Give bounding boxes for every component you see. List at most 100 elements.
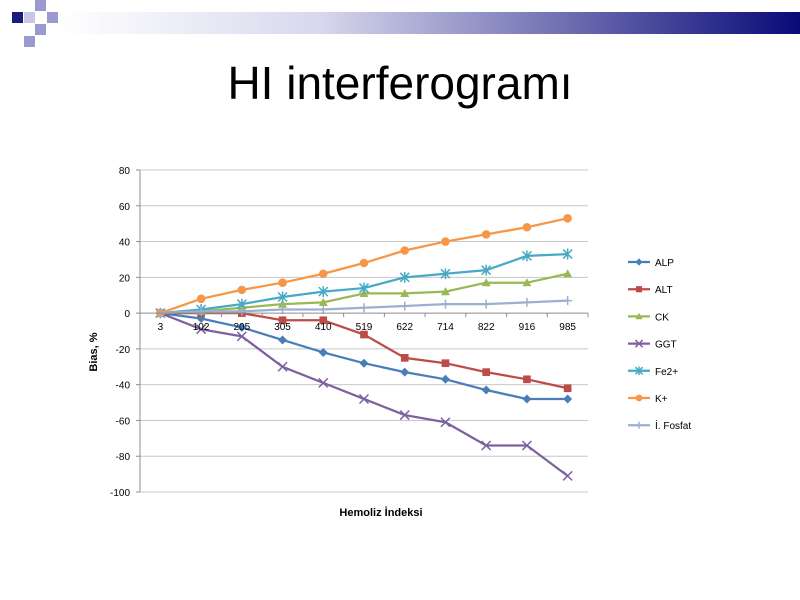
- data-point: [358, 282, 370, 294]
- banner-square-4: [35, 24, 46, 35]
- y-tick-label: 20: [119, 273, 131, 284]
- data-point: [399, 410, 410, 421]
- y-tick-label: 80: [119, 166, 131, 177]
- banner-square-3: [47, 12, 58, 23]
- x-tick-label: 305: [274, 322, 291, 333]
- slide-title: HI interferogramı: [227, 57, 573, 109]
- data-point: [400, 301, 410, 311]
- legend-label: ALP: [655, 258, 674, 269]
- data-point: [635, 312, 643, 320]
- chart-axes: [136, 169, 589, 493]
- banner-square-5: [24, 36, 35, 47]
- data-point: [278, 299, 288, 308]
- data-point: [563, 296, 573, 306]
- data-point: [634, 339, 644, 348]
- data-point: [236, 331, 247, 342]
- data-point: [318, 347, 328, 357]
- data-point: [481, 278, 491, 287]
- x-tick-label: 985: [559, 322, 576, 333]
- series-i-fosfat: [155, 296, 573, 318]
- data-point: [360, 330, 368, 339]
- data-point: [440, 374, 450, 384]
- data-point: [196, 294, 206, 304]
- data-point: [481, 264, 492, 276]
- data-point: [359, 358, 369, 368]
- data-point: [563, 214, 572, 223]
- data-point: [278, 278, 287, 287]
- data-point: [522, 222, 532, 232]
- x-tick-label: 102: [193, 322, 210, 333]
- data-point: [522, 394, 532, 404]
- data-point: [400, 367, 410, 377]
- y-tick-label: -20: [116, 345, 131, 356]
- y-tick-label: 0: [124, 309, 130, 320]
- x-tick-label: 822: [478, 322, 495, 333]
- data-point: [318, 269, 328, 279]
- data-point: [319, 316, 328, 325]
- data-point: [359, 258, 369, 268]
- chart-series: [155, 214, 573, 481]
- data-point: [441, 359, 450, 368]
- data-point: [440, 299, 450, 309]
- banner-square-1: [12, 12, 23, 23]
- data-point: [440, 287, 450, 296]
- data-point: [358, 393, 370, 405]
- data-point: [635, 286, 643, 293]
- data-point: [563, 394, 573, 404]
- data-point: [400, 288, 410, 298]
- y-tick-label: -40: [116, 381, 131, 392]
- data-point: [441, 237, 450, 246]
- data-point: [400, 354, 409, 362]
- data-point: [237, 285, 247, 295]
- y-tick-label: -60: [116, 416, 131, 427]
- x-tick-label: 714: [437, 322, 454, 333]
- banner-square-6: [24, 12, 35, 23]
- data-point: [522, 278, 532, 287]
- data-point: [481, 440, 492, 451]
- x-tick-label: 3: [158, 322, 164, 333]
- data-point: [635, 421, 643, 429]
- series-ggt: [155, 308, 573, 481]
- data-point: [522, 297, 532, 307]
- x-tick-label: 622: [396, 322, 413, 333]
- data-point: [359, 303, 369, 313]
- legend-item: K+: [628, 394, 668, 405]
- legend-label: İ. Fosfat: [655, 419, 691, 432]
- x-tick-label: 519: [356, 322, 373, 333]
- y-axis-title: Bias, %: [88, 332, 100, 371]
- legend-label: K+: [655, 394, 668, 405]
- legend-label: Fe2+: [655, 367, 678, 378]
- legend-item: CK: [628, 312, 669, 323]
- data-point: [400, 246, 410, 255]
- data-point: [563, 269, 573, 278]
- chart-gridlines: [140, 169, 588, 493]
- data-point: [237, 306, 247, 316]
- legend-item: ALT: [628, 285, 673, 296]
- legend-item: Fe2+: [628, 366, 678, 378]
- banner-gradient-bar: [60, 12, 800, 34]
- data-point: [521, 440, 532, 451]
- banner-square-2: [35, 0, 46, 11]
- slide-header-banner: [12, 0, 800, 47]
- series-k-: [156, 214, 572, 318]
- data-point: [523, 375, 531, 384]
- x-axis-tick-labels: 3 102 205 305 410 519 622 714 822 916 985: [158, 322, 577, 333]
- data-point: [481, 385, 491, 395]
- data-point: [318, 297, 328, 306]
- data-point: [563, 384, 572, 393]
- data-point: [482, 368, 491, 376]
- x-tick-label: 205: [233, 322, 250, 333]
- data-point: [196, 324, 207, 335]
- x-axis-title: Hemoliz İndeksi: [339, 506, 422, 519]
- data-point: [440, 268, 451, 280]
- legend-item: GGT: [628, 339, 677, 351]
- y-axis-tick-labels: 80 60 40 20 0 -20 -40 -60 -80 -100: [110, 166, 130, 499]
- y-tick-label: 60: [119, 202, 131, 213]
- data-point: [318, 305, 328, 315]
- data-point: [237, 322, 247, 332]
- legend-label: GGT: [655, 340, 677, 351]
- data-point: [318, 286, 329, 298]
- legend-item: ALP: [628, 258, 674, 269]
- data-point: [521, 250, 532, 262]
